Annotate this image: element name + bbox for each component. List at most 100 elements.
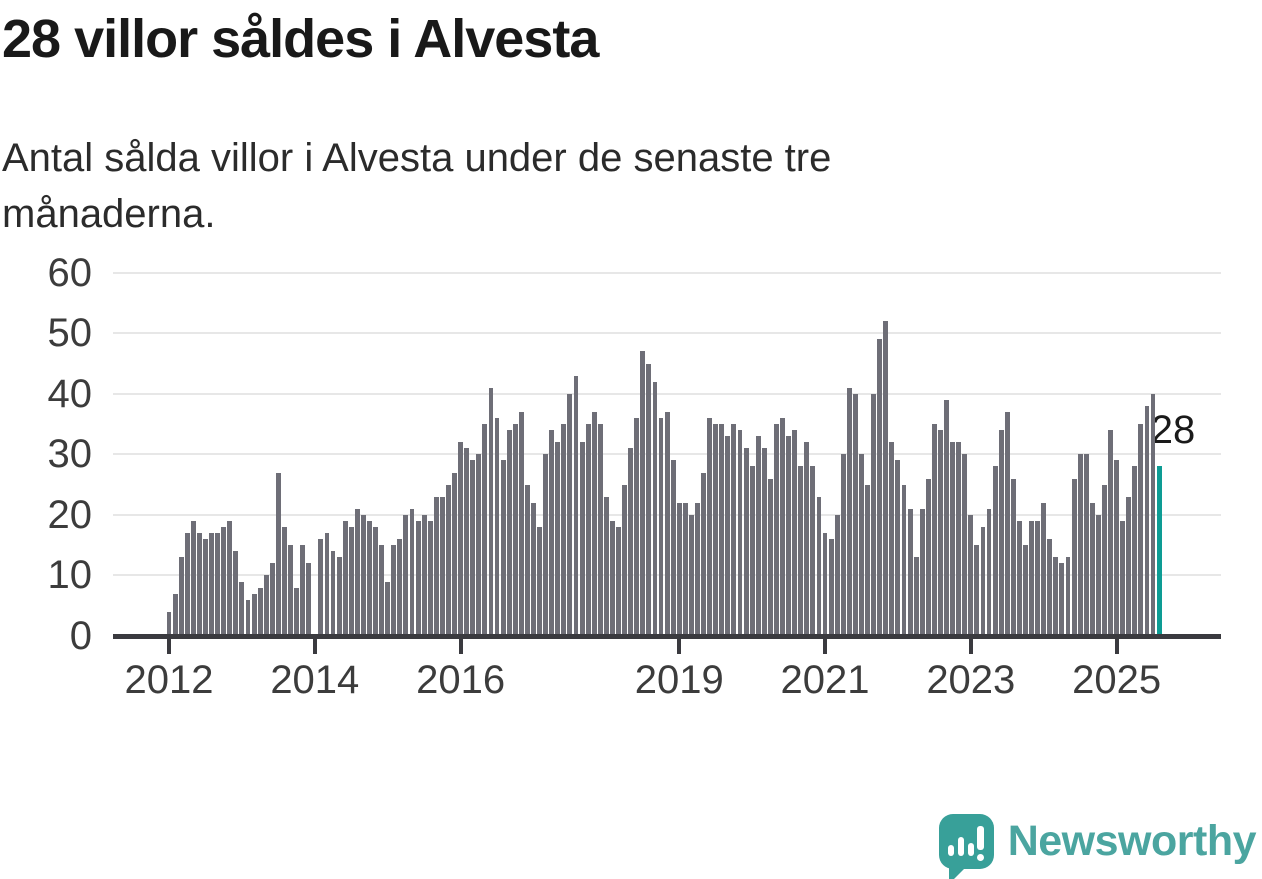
bar: [446, 484, 451, 636]
bar: [1095, 514, 1101, 636]
bar: [585, 424, 591, 636]
bar: [391, 545, 397, 636]
bar: [895, 460, 901, 636]
x-axis-tick-2023: [968, 638, 973, 654]
bar: [543, 454, 549, 636]
bar: [956, 442, 962, 636]
bar: [780, 418, 785, 636]
speech-bubble-tail-icon: [948, 864, 969, 879]
bar: [761, 448, 767, 636]
bar: [263, 575, 269, 636]
y-axis-label-10: 10: [47, 553, 93, 598]
bar: [203, 539, 208, 636]
bar: [828, 539, 834, 636]
bar: [221, 527, 227, 636]
bar: [664, 411, 670, 636]
bar: [579, 442, 585, 636]
bar: [974, 545, 980, 636]
bar: [336, 557, 342, 636]
bar: [944, 399, 949, 636]
bar: [427, 520, 433, 636]
bar: [379, 545, 385, 636]
gridline-y-50: [113, 332, 1221, 335]
bar: [1004, 411, 1010, 636]
bar: [397, 539, 403, 636]
x-axis-label-2016: 2016: [416, 658, 506, 702]
chart-title: 28 villor såldes i Alvesta: [2, 9, 599, 69]
x-axis-tick-2016: [458, 638, 463, 654]
bar: [184, 533, 190, 636]
y-axis-label-40: 40: [47, 371, 93, 416]
bar: [938, 430, 943, 636]
bar: [306, 563, 312, 636]
logo-exclamation-icon: [976, 826, 984, 850]
bar: [719, 424, 725, 636]
bar: [518, 411, 524, 636]
bar: [567, 393, 573, 636]
bar: [1010, 478, 1016, 636]
gridline-y-40: [113, 392, 1221, 395]
bar: [804, 442, 810, 636]
y-axis-label-0: 0: [69, 614, 92, 658]
x-axis-line: [113, 634, 1221, 639]
bar: [1114, 460, 1120, 636]
x-axis-tick-2021: [823, 638, 828, 654]
bar: [373, 527, 378, 636]
bar: [360, 514, 366, 636]
bar: [682, 502, 688, 636]
bar: [786, 436, 792, 636]
bar: [251, 593, 257, 636]
bar: [980, 527, 986, 636]
bar: [889, 442, 895, 636]
bar: [998, 430, 1004, 636]
bar: [707, 418, 713, 636]
bar: [603, 496, 609, 636]
bar: [852, 393, 858, 636]
bar: [834, 514, 840, 636]
bar: [919, 508, 925, 636]
bar: [300, 545, 306, 636]
x-axis-tick-2025: [1114, 638, 1119, 654]
bar: [907, 508, 913, 636]
bar: [245, 599, 251, 636]
bar: [488, 387, 494, 636]
bar: [688, 514, 694, 636]
bar: [288, 545, 293, 636]
x-axis-tick-2014: [312, 638, 317, 654]
bar: [743, 448, 749, 636]
bar: [403, 514, 409, 636]
logo-chart-bar-icon: [967, 843, 974, 856]
bar: [1108, 430, 1113, 636]
bar: [476, 454, 482, 636]
bar: [433, 496, 439, 636]
bar: [555, 442, 561, 636]
bar: [342, 520, 348, 636]
bar: [415, 520, 421, 636]
bar: [622, 484, 628, 636]
newsworthy-logo-text: Newsworthy: [1007, 817, 1257, 865]
bar: [190, 520, 196, 636]
y-axis-label-30: 30: [47, 432, 93, 477]
bar: [172, 593, 178, 636]
x-axis-label-2019: 2019: [634, 658, 724, 702]
bar: [1120, 520, 1126, 636]
y-axis-label-20: 20: [47, 492, 93, 537]
bar: [901, 484, 907, 636]
bar: [233, 551, 239, 636]
bar: [209, 533, 214, 636]
bar: [537, 527, 542, 636]
bar: [1071, 478, 1077, 636]
bar: [482, 424, 488, 636]
bar: [731, 424, 737, 636]
bar: [196, 533, 202, 636]
bar: [865, 484, 870, 636]
bar: [810, 466, 816, 636]
bar: [257, 587, 263, 636]
bar: [725, 436, 731, 636]
bar: [755, 436, 761, 636]
bar: [1077, 454, 1083, 636]
bar: [640, 351, 646, 636]
bar: [877, 339, 883, 636]
logo-chart-bar-icon: [947, 845, 954, 856]
